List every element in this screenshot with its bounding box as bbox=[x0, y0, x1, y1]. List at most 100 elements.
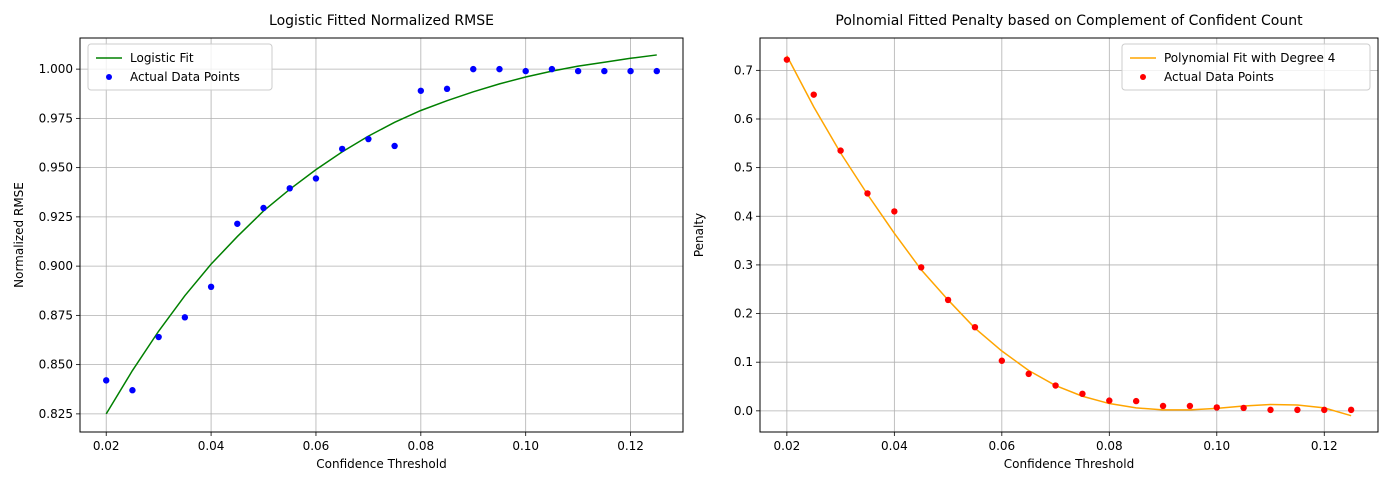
penalty-data-point bbox=[1347, 406, 1355, 414]
rmse-legend-points-swatch bbox=[106, 74, 112, 80]
rmse-data-point bbox=[548, 65, 556, 73]
penalty-data-point bbox=[1240, 404, 1247, 412]
rmse-y-tick-label: 0.850 bbox=[39, 358, 73, 372]
penalty-fit-line bbox=[786, 55, 1352, 417]
penalty-data-point bbox=[998, 357, 1006, 364]
penalty-data-point bbox=[1213, 404, 1220, 411]
rmse-data-point bbox=[338, 145, 346, 153]
rmse-data-point bbox=[601, 67, 608, 75]
penalty-fit-line-layer bbox=[786, 55, 1352, 417]
penalty-legend-points-swatch bbox=[1140, 74, 1146, 80]
penalty-data-point bbox=[1025, 370, 1032, 378]
penalty-data-point bbox=[1079, 390, 1086, 398]
rmse-y-tick-label: 0.875 bbox=[39, 308, 73, 322]
rmse-y-tick-label: 0.925 bbox=[39, 210, 73, 224]
rmse-y-tick-label: 0.825 bbox=[39, 407, 73, 421]
penalty-legend: Polynomial Fit with Degree 4 Actual Data… bbox=[1121, 43, 1371, 91]
rmse-x-tick-label: 0.12 bbox=[617, 439, 644, 453]
rmse-y-tick-label: 0.950 bbox=[39, 161, 73, 175]
rmse-fit-line bbox=[105, 54, 657, 415]
rmse-data-point bbox=[574, 67, 582, 75]
rmse-data-point bbox=[522, 67, 529, 75]
penalty-data-point bbox=[1321, 406, 1328, 414]
penalty-data-point bbox=[1052, 382, 1059, 389]
rmse-data-point bbox=[470, 65, 477, 73]
penalty-y-tick-label: 0.3 bbox=[734, 258, 753, 272]
penalty-x-tick-label: 0.06 bbox=[988, 439, 1015, 453]
penalty-data-point bbox=[837, 147, 844, 154]
rmse-plot-frame bbox=[79, 37, 684, 433]
penalty-legend-fit-label: Polynomial Fit with Degree 4 bbox=[1164, 51, 1335, 65]
penalty-data-point bbox=[1159, 402, 1167, 410]
rmse-legend-points-label: Actual Data Points bbox=[130, 70, 240, 84]
penalty-data-points bbox=[783, 56, 1355, 414]
penalty-data-point bbox=[1106, 397, 1113, 404]
penalty-data-point bbox=[864, 190, 871, 197]
penalty-data-point bbox=[783, 56, 791, 63]
penalty-data-point bbox=[1132, 397, 1140, 405]
penalty-y-tick-label: 0.0 bbox=[734, 404, 753, 418]
penalty-data-point bbox=[1267, 406, 1274, 414]
penalty-data-point bbox=[944, 296, 952, 304]
penalty-plot-frame bbox=[759, 37, 1379, 433]
penalty-y-tick-label: 0.4 bbox=[734, 209, 753, 223]
rmse-data-point bbox=[391, 142, 398, 150]
rmse-x-ticks: 0.02 0.04 0.06 0.08 0.10 0.12 bbox=[93, 432, 644, 453]
penalty-y-axis-label: Penalty bbox=[692, 213, 706, 257]
rmse-y-tick-label: 0.900 bbox=[39, 259, 73, 273]
rmse-chart-title: Logistic Fitted Normalized RMSE bbox=[269, 13, 494, 29]
penalty-data-point bbox=[1294, 406, 1301, 414]
rmse-legend: Logistic Fit Actual Data Points bbox=[87, 43, 273, 91]
rmse-data-point bbox=[155, 333, 162, 341]
rmse-grid bbox=[80, 38, 683, 432]
rmse-data-point bbox=[286, 185, 293, 192]
rmse-x-tick-label: 0.08 bbox=[407, 439, 434, 453]
rmse-fit-line-layer bbox=[105, 54, 657, 415]
penalty-legend-points-label: Actual Data Points bbox=[1164, 70, 1274, 84]
penalty-data-point bbox=[810, 91, 817, 98]
penalty-y-tick-label: 0.6 bbox=[734, 112, 753, 126]
rmse-data-point bbox=[234, 220, 241, 227]
penalty-data-point bbox=[891, 208, 898, 215]
penalty-data-point bbox=[1186, 402, 1194, 410]
penalty-chart-title: Polnomial Fitted Penalty based on Comple… bbox=[835, 13, 1303, 29]
penalty-y-ticks: 0.0 0.1 0.2 0.3 0.4 0.5 0.6 0.7 bbox=[734, 63, 760, 418]
rmse-x-tick-label: 0.04 bbox=[198, 439, 225, 453]
penalty-chart: 0.02 0.04 0.06 0.08 0.10 0.12 0.0 0.1 0.2 0.3 0.4… bbox=[692, 13, 1379, 471]
rmse-x-tick-label: 0.06 bbox=[303, 439, 330, 453]
penalty-y-tick-label: 0.2 bbox=[734, 307, 753, 321]
penalty-data-point bbox=[971, 323, 979, 331]
rmse-legend-fit-label: Logistic Fit bbox=[130, 51, 194, 65]
penalty-x-tick-label: 0.10 bbox=[1203, 439, 1230, 453]
rmse-x-tick-label: 0.10 bbox=[512, 439, 539, 453]
rmse-data-point bbox=[103, 377, 110, 384]
rmse-y-tick-label: 1.000 bbox=[39, 62, 73, 76]
rmse-data-point bbox=[260, 204, 267, 212]
rmse-y-ticks: 0.825 0.850 0.875 0.900 0.925 0.950 0.975 1.000 bbox=[39, 62, 80, 421]
penalty-y-tick-label: 0.1 bbox=[734, 355, 753, 369]
penalty-x-tick-label: 0.02 bbox=[774, 439, 801, 453]
rmse-data-point bbox=[207, 283, 215, 291]
rmse-data-point bbox=[627, 67, 634, 75]
rmse-data-point bbox=[365, 135, 372, 143]
rmse-data-points bbox=[103, 65, 660, 394]
rmse-chart: 0.02 0.04 0.06 0.08 0.10 0.12 0.825 0.850 0.875… bbox=[12, 13, 684, 471]
penalty-x-tick-label: 0.08 bbox=[1096, 439, 1123, 453]
rmse-data-point bbox=[417, 87, 425, 94]
rmse-data-point bbox=[129, 387, 136, 394]
rmse-x-tick-label: 0.02 bbox=[93, 439, 120, 453]
penalty-x-tick-label: 0.04 bbox=[881, 439, 908, 453]
rmse-data-point bbox=[443, 85, 451, 93]
penalty-y-tick-label: 0.5 bbox=[734, 161, 753, 175]
penalty-grid bbox=[760, 38, 1378, 432]
rmse-legend-box bbox=[87, 43, 273, 91]
penalty-x-axis-label: Confidence Threshold bbox=[1004, 457, 1134, 471]
rmse-data-point bbox=[496, 65, 503, 73]
penalty-x-tick-label: 0.12 bbox=[1311, 439, 1338, 453]
rmse-data-point bbox=[312, 175, 320, 182]
penalty-legend-box bbox=[1121, 43, 1371, 91]
rmse-x-axis-label: Confidence Threshold bbox=[316, 457, 446, 471]
rmse-data-point bbox=[181, 314, 189, 321]
rmse-data-point bbox=[653, 67, 660, 75]
